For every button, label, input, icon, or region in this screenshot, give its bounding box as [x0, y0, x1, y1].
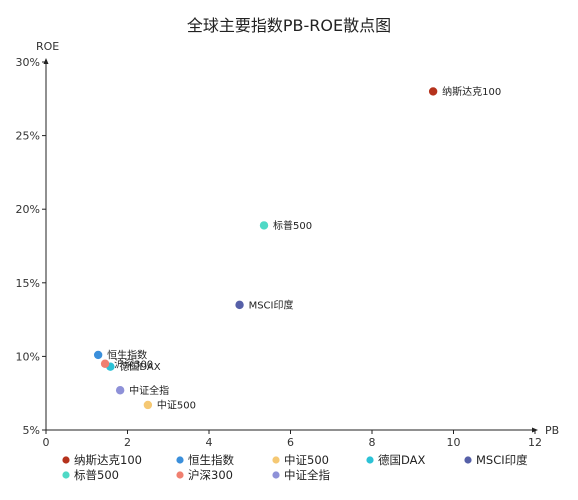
legend-item-label: 中证全指 — [284, 468, 330, 482]
y-axis-title: ROE — [36, 40, 59, 53]
tick-group: 0 2 4 6 8 10 12 5% 10% 15% 20% 25% 30% — [16, 56, 542, 449]
x-tick-label: 4 — [206, 436, 213, 449]
legend-marker — [366, 456, 374, 464]
legend-item-label: 中证500 — [284, 453, 329, 467]
legend-item-label: 恒生指数 — [188, 453, 234, 467]
y-tick-label: 5% — [23, 424, 40, 437]
legend-marker — [272, 456, 280, 464]
legend-item-label: 德国DAX — [378, 453, 426, 467]
point-label: 标普500 — [273, 219, 312, 232]
point-label: 沪深300 — [114, 357, 153, 370]
scatter-point[interactable] — [259, 221, 269, 230]
point-label: 德国DAX — [119, 360, 160, 373]
legend-marker — [176, 456, 184, 464]
scatter-point[interactable] — [115, 386, 125, 395]
y-tick-label: 15% — [16, 277, 40, 290]
legend-marker — [62, 471, 70, 479]
x-tick-label: 2 — [124, 436, 131, 449]
scatter-point[interactable] — [100, 359, 110, 368]
legend-marker — [176, 471, 184, 479]
chart-title: 全球主要指数PB-ROE散点图 — [187, 16, 391, 35]
legend-marker — [464, 456, 472, 464]
x-tick-label: 0 — [43, 436, 50, 449]
scatter-point[interactable] — [143, 400, 153, 410]
point-label: 恒生指数 — [107, 348, 147, 361]
y-tick-label: 10% — [16, 350, 40, 363]
legend-item-label: 纳斯达克100 — [74, 453, 142, 467]
legend-item-label: 沪深300 — [188, 468, 233, 482]
legend-item-label: 标普500 — [74, 468, 119, 482]
point-label: 纳斯达克100 — [442, 85, 501, 98]
point-label: MSCI印度 — [249, 298, 294, 311]
scatter-point[interactable] — [235, 300, 244, 310]
x-tick-label: 8 — [369, 436, 376, 449]
x-tick-label: 6 — [287, 436, 294, 449]
x-tick-label: 10 — [447, 436, 461, 449]
y-tick-label: 25% — [16, 130, 40, 143]
y-tick-label: 30% — [16, 56, 40, 69]
legend-marker — [272, 471, 280, 479]
scatter-point[interactable] — [428, 87, 438, 96]
scatter-point[interactable] — [93, 350, 103, 360]
point-label: 中证500 — [157, 398, 196, 411]
y-axis-arrow — [43, 58, 49, 64]
x-axis-title: PB — [545, 424, 559, 437]
legend-item-label: MSCI印度 — [476, 453, 528, 467]
x-tick-label: 12 — [528, 436, 542, 449]
legend-marker — [62, 456, 70, 464]
axes: ROE PB — [36, 40, 559, 437]
point-label: 中证全指 — [129, 384, 169, 397]
y-tick-label: 20% — [16, 203, 40, 216]
